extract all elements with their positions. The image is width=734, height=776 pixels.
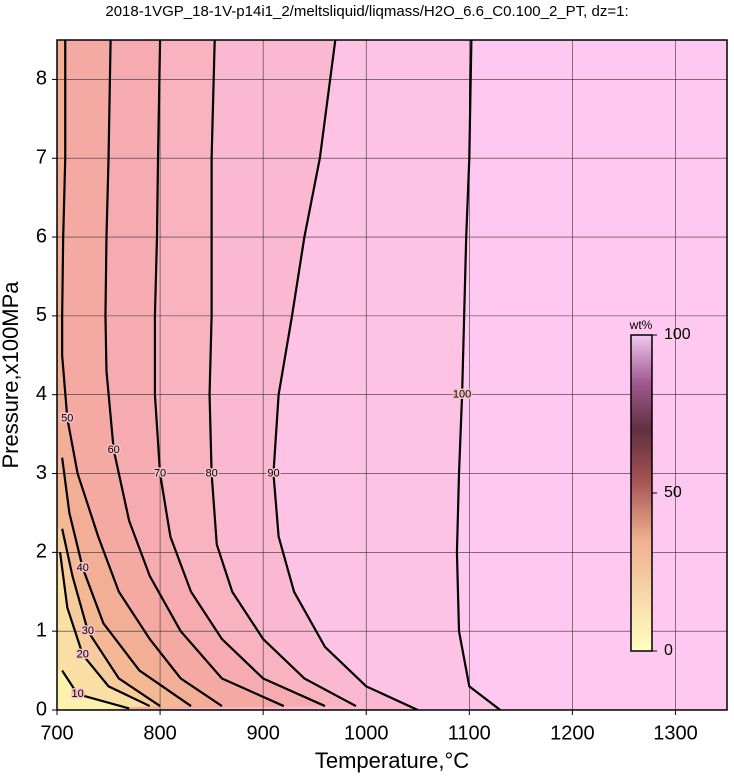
contour-label: 10 [71, 688, 83, 700]
contour-label: 70 [154, 467, 166, 479]
contour-line [208, 40, 357, 708]
y-tick-label: 4 [36, 383, 47, 405]
chart-title: 2018-1VGP_18-1V-p14i1_2/meltsliquid/liqm… [105, 3, 628, 20]
y-axis-label: Pressure,x100MPa [0, 281, 23, 469]
contour-line [455, 40, 501, 710]
x-tick-label: 900 [246, 722, 279, 744]
x-tick-label: 800 [143, 722, 176, 744]
colorbar-label: wt% [629, 318, 653, 332]
contour-fill [57, 670, 130, 710]
y-tick-label: 2 [36, 541, 47, 563]
contour-fills [57, 40, 501, 710]
x-tick-label: 1300 [653, 722, 698, 744]
colorbar-tick-label: 50 [664, 484, 682, 501]
contour-label: 20 [77, 649, 89, 661]
contour-label: 90 [267, 467, 279, 479]
contour-fill [57, 40, 284, 710]
contour-line [59, 552, 151, 708]
x-tick-label: 700 [40, 722, 73, 744]
y-tick-label: 1 [36, 619, 47, 641]
contour-label: 50 [61, 412, 73, 424]
contour-line [61, 457, 192, 707]
contour-fill [57, 40, 222, 710]
contour-line [61, 669, 130, 710]
y-tick-label: 5 [36, 304, 47, 326]
x-tick-label: 1000 [344, 722, 389, 744]
x-axis-label: Temperature,°C [315, 748, 469, 773]
y-tick-label: 0 [36, 698, 47, 720]
contour-label: 100 [453, 389, 471, 401]
contour-label: 80 [205, 467, 217, 479]
colorbar-tick-label: 0 [664, 642, 673, 659]
contour-label: 40 [77, 562, 89, 574]
contour-line [61, 528, 161, 707]
contour-lines: 100 90 80 70 60 50 40 30 20 10 [59, 40, 501, 710]
x-tick-label: 1200 [550, 722, 595, 744]
colorbar-tick-label: 100 [664, 326, 691, 343]
contour-line [153, 40, 326, 708]
x-tick-label: 1100 [448, 722, 491, 744]
plot-frame [56, 39, 728, 711]
colorbar [630, 334, 653, 652]
contour-line [272, 40, 419, 710]
y-tick-label: 7 [36, 147, 47, 169]
y-tick-label: 8 [36, 68, 47, 90]
contour-line [61, 40, 223, 707]
contour-line [104, 40, 285, 708]
contour-fill [57, 552, 150, 710]
y-tick-label: 6 [36, 225, 47, 247]
contour-label: 30 [82, 625, 94, 637]
y-tick-label: 3 [36, 462, 47, 484]
contour-label: 60 [108, 444, 120, 456]
